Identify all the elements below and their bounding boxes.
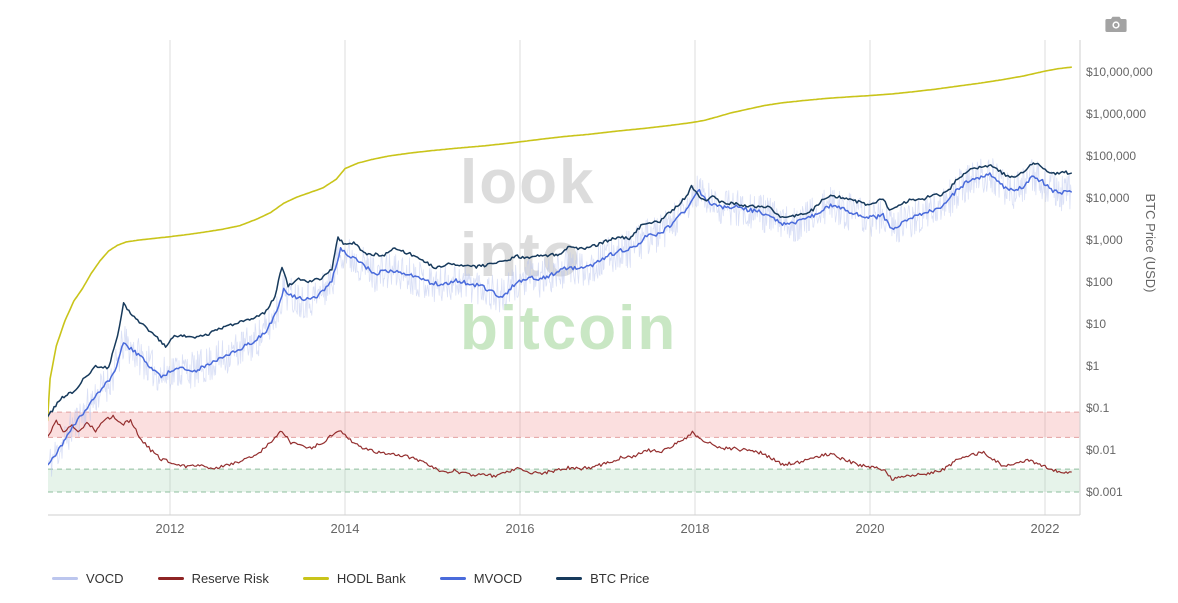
legend-swatch-hodl-bank — [302, 577, 329, 580]
y-axis-tick-label: $1,000,000 — [1086, 107, 1146, 121]
legend-swatch-vocd — [52, 577, 78, 580]
legend-label-vocd: VOCD — [86, 571, 124, 586]
legend-item-btc-price[interactable]: BTC Price — [556, 571, 649, 586]
y-axis-tick-label: $0.01 — [1086, 443, 1116, 457]
y-axis-tick-label: $100,000 — [1086, 149, 1136, 163]
y-axis-tick-label: $1 — [1086, 359, 1100, 373]
legend-swatch-btc-price — [556, 577, 583, 580]
y-axis-tick-label: $0.001 — [1086, 485, 1123, 499]
legend-label-btc-price: BTC Price — [590, 571, 650, 586]
series-btc-price — [48, 162, 1072, 418]
legend-label-hodl-bank: HODL Bank — [336, 571, 406, 586]
x-axis-tick-label: 2014 — [331, 521, 360, 536]
legend-swatch-reserve-risk — [157, 577, 184, 580]
x-axis-tick-label: 2012 — [156, 521, 185, 536]
legend-item-mvocd[interactable]: MVOCD — [439, 571, 523, 586]
series-hodl-bank — [48, 66, 1072, 422]
legend-label-reserve-risk: Reserve Risk — [191, 571, 269, 586]
export-chart-button[interactable] — [1104, 15, 1128, 35]
x-axis-tick-label: 2022 — [1031, 521, 1060, 536]
legend-swatch-mvocd — [439, 577, 466, 580]
axes — [48, 40, 1081, 516]
y-axis-tick-label: $0.1 — [1086, 401, 1110, 415]
series-mvocd — [48, 172, 1072, 466]
y-axis-tick-label: $10,000,000 — [1086, 65, 1153, 79]
tick-labels: $10,000,000 $1,000,000 $100,000 $10,000 $1,0… — [156, 65, 1154, 536]
series-vocd — [48, 158, 1072, 477]
legend-label-mvocd: MVOCD — [473, 571, 523, 586]
reserve-risk-accumulation-zone — [48, 469, 1080, 492]
series-reserve-risk — [48, 414, 1072, 481]
y-axis-tick-label: $10 — [1086, 317, 1106, 331]
legend-item-hodl-bank[interactable]: HODL Bank — [302, 571, 406, 586]
y-axis-tick-label: $100 — [1086, 275, 1113, 289]
legend-item-vocd[interactable]: VOCD — [52, 571, 124, 586]
y-axis-tick-label: $1,000 — [1086, 233, 1123, 247]
y-axis-tick-label: $10,000 — [1086, 191, 1130, 205]
x-axis-tick-label: 2020 — [856, 521, 885, 536]
series-lines — [48, 66, 1072, 481]
x-axis-tick-label: 2018 — [681, 521, 710, 536]
y-axis-title: BTC Price (USD) — [1143, 194, 1158, 293]
gridlines — [169, 40, 1046, 515]
legend-item-reserve-risk[interactable]: Reserve Risk — [157, 571, 269, 586]
x-axis-tick-label: 2016 — [506, 521, 535, 536]
camera-icon — [1105, 16, 1127, 32]
threshold-bands — [48, 411, 1080, 493]
reserve-risk-upper-zone — [48, 412, 1080, 438]
legend: VOCD Reserve Risk HODL Bank MVOCD BTC Price — [52, 571, 649, 586]
